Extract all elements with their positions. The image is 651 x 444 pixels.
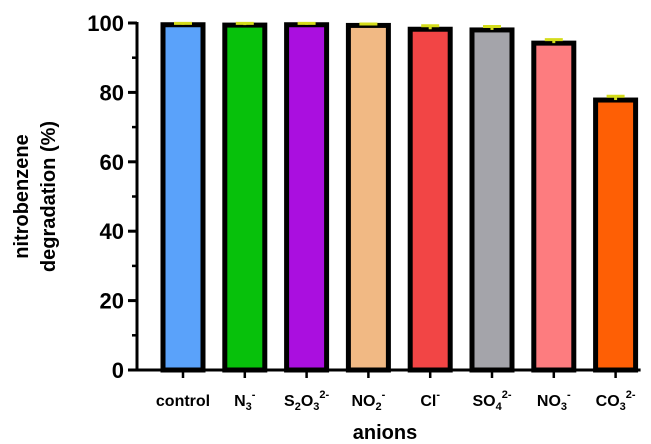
bar [222, 22, 268, 373]
error-bars [174, 21, 625, 101]
bar [531, 40, 577, 373]
y-axis-label: nitrobenzene degradation (%) [11, 121, 60, 272]
bar [407, 26, 453, 373]
x-tick-label: NO3- [537, 389, 571, 413]
y-axis-ticks: 0 20 40 60 80 100 [87, 11, 137, 383]
x-tick-label: NO2- [352, 389, 386, 413]
y-tick-label: 60 [100, 150, 124, 175]
x-axis-tick-labels: control N3- S2O32- NO2- Cl- SO42- NO3- CO32- [156, 370, 636, 413]
bar [469, 27, 515, 373]
y-tick-label: 0 [112, 358, 124, 383]
bar [284, 22, 330, 373]
bar [345, 22, 391, 373]
x-tick-label: S2O32- [284, 389, 329, 413]
bars [160, 22, 639, 373]
x-tick-label: CO32- [596, 389, 636, 413]
x-tick-label: N3- [234, 389, 256, 413]
bar [593, 97, 639, 373]
y-tick-label: 80 [100, 80, 124, 105]
x-axis-label: anions [353, 422, 417, 444]
bar [160, 22, 206, 373]
y-tick-label: 40 [100, 219, 124, 244]
x-tick-label: Cl- [420, 389, 440, 410]
x-tick-label: SO42- [472, 389, 511, 413]
x-tick-label: control [156, 393, 210, 410]
y-tick-label: 100 [87, 11, 124, 36]
y-tick-label: 20 [100, 289, 124, 314]
